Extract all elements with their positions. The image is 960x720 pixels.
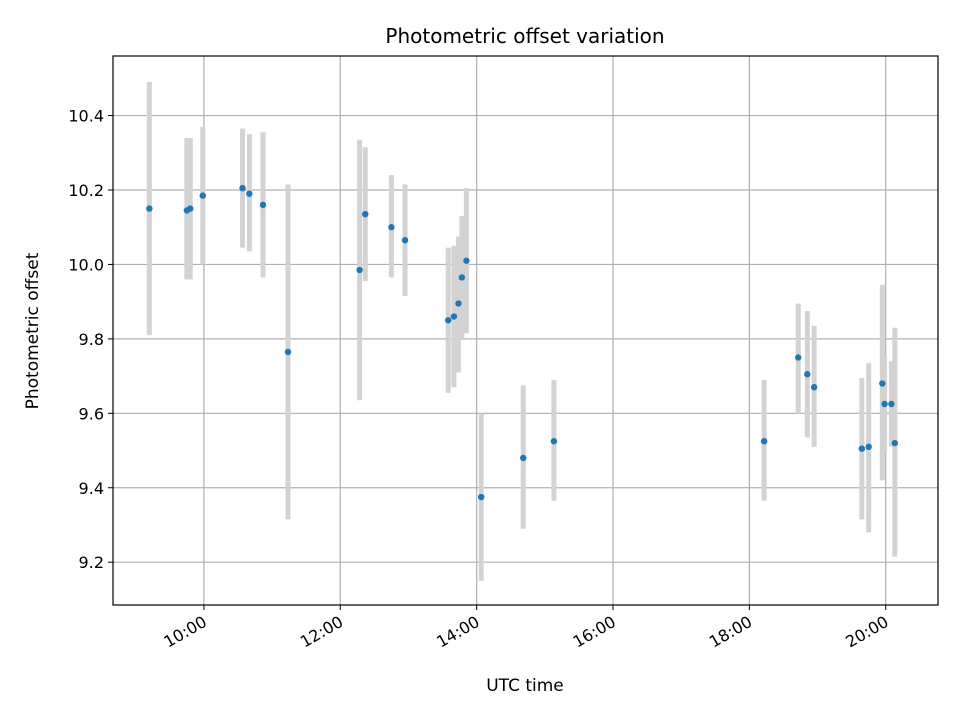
data-point [284,348,292,356]
data-point [550,438,558,445]
data-point [477,493,485,501]
data-points [146,184,899,501]
y-tick-label: 10.2 [68,181,104,200]
y-tick-label: 10.0 [68,255,104,274]
x-tick-label: 10:00 [160,612,209,652]
y-axis-label: Photometric offset [23,252,43,409]
data-point [879,380,886,387]
data-point [891,439,899,447]
error-bars [146,82,898,581]
plot-frame [112,55,939,606]
data-point [199,192,206,199]
data-point [356,266,363,274]
x-tick-label: 16:00 [570,612,619,652]
data-point [239,184,246,192]
data-point [463,257,470,264]
data-point [858,445,866,452]
x-tick-label: 20:00 [842,612,891,652]
data-point [450,313,458,320]
y-tick-label: 9.8 [79,330,104,349]
data-point [146,205,153,212]
data-point [888,400,895,408]
data-point [458,274,466,281]
data-point [388,224,395,231]
data-point [187,205,194,212]
data-point [881,400,888,408]
y-tick-label: 9.2 [79,553,104,572]
data-point [520,454,527,462]
x-tick-label: 14:00 [433,612,482,652]
data-point [455,300,462,307]
data-point [795,354,802,361]
y-tick-label: 9.4 [79,479,104,498]
y-axis-ticks: 9.2 9.4 9.6 9.8 10.0 10.2 10.4 [68,107,113,572]
data-point [445,317,452,324]
x-axis-ticks: 10:00 12:00 14:00 16:00 18:00 20:00 [160,605,892,652]
x-axis-label: UTC time [486,676,564,696]
x-tick-label: 18:00 [706,612,755,652]
data-point [259,201,267,209]
data-point [362,210,369,218]
data-point [810,384,818,391]
data-point [760,438,768,445]
data-point [401,237,409,244]
x-tick-label: 12:00 [297,612,346,652]
data-point [246,190,253,197]
y-tick-label: 10.4 [68,107,104,126]
y-tick-label: 9.6 [79,404,104,423]
data-point [804,371,811,378]
chart-title: Photometric offset variation [385,24,664,48]
data-point [865,443,872,451]
